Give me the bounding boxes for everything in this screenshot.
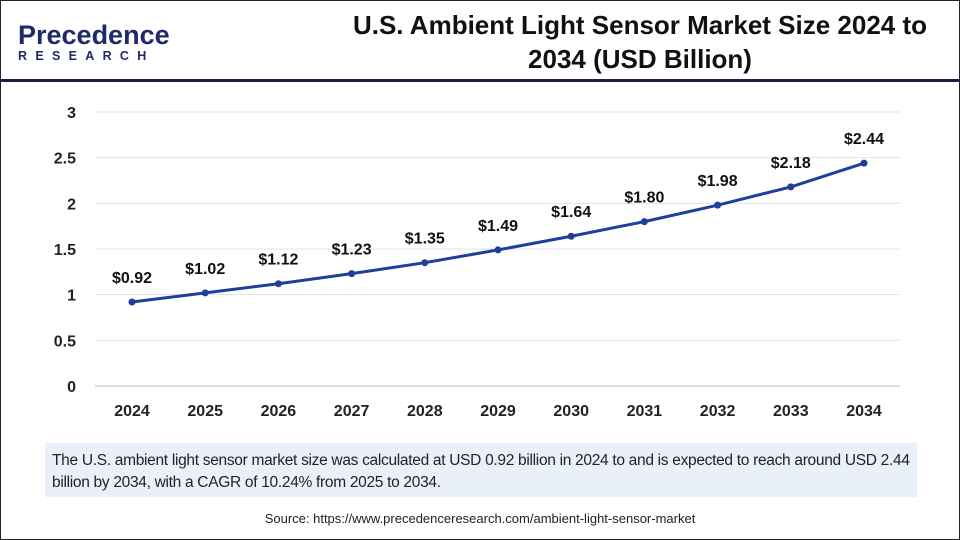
data-point [421,259,429,267]
data-label: $1.12 [258,252,298,269]
source-text: Source: https://www.precedenceresearch.c… [264,511,696,526]
data-label: $2.44 [844,131,884,148]
data-label: $0.92 [112,270,152,287]
data-label: $1.49 [478,218,518,235]
y-tick-label: 2 [67,196,76,213]
x-tick-label: 2029 [480,403,516,420]
data-label: $1.80 [624,190,664,207]
y-tick-label: 0 [67,379,76,396]
x-tick-label: 2028 [407,403,443,420]
data-point [128,298,136,306]
data-label: $1.98 [698,173,738,190]
logo: Precedence RESEARCH [18,20,170,64]
data-label: $1.64 [551,204,591,221]
y-tick-label: 0.5 [54,333,76,350]
header-divider [0,79,960,82]
x-tick-label: 2027 [334,403,370,420]
logo-subtitle: RESEARCH [18,49,155,63]
logo-name: Precedence [18,20,170,50]
chart-title: U.S. Ambient Light Sensor Market Size 20… [352,10,928,74]
x-tick-label: 2026 [261,403,297,420]
x-tick-label: 2033 [773,403,809,420]
data-point [787,183,795,191]
data-label: $1.02 [185,261,225,278]
data-label: $1.35 [405,231,445,248]
x-tick-label: 2031 [627,403,663,420]
data-point [201,289,209,297]
data-point [860,159,868,167]
y-tick-label: 2.5 [54,151,76,168]
data-point [348,270,356,278]
line-chart: 0 0.5 1 1.5 2 2.5 3 2024 2025 2026 2027 2028 2029 203… [54,105,900,420]
data-point [640,218,648,226]
data-point [567,232,575,240]
y-tick-label: 1.5 [54,242,76,259]
summary-box: The U.S. ambient light sensor market siz… [45,443,917,497]
x-tick-label: 2032 [700,403,736,420]
y-tick-label: 1 [67,288,76,305]
x-tick-label: 2030 [553,403,589,420]
data-point [494,246,502,254]
x-tick-label: 2034 [846,403,882,420]
data-point [714,201,722,209]
x-tick-label: 2024 [114,403,150,420]
data-label: $2.18 [771,155,811,172]
x-tick-label: 2025 [187,403,223,420]
data-label: $1.23 [332,242,372,259]
y-tick-label: 3 [67,105,76,122]
data-point [274,280,282,288]
